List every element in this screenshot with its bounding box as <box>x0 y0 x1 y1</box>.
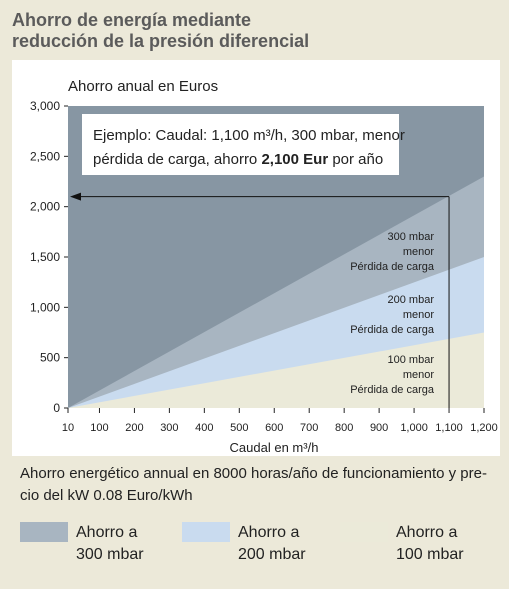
x-tick-label: 1,000 <box>400 422 428 434</box>
legend-label-100-mbar: Ahorro a 100 mbar <box>396 524 464 563</box>
guide-arrowhead <box>70 192 81 201</box>
legend-label-200-mbar: Ahorro a 200 mbar <box>238 524 306 563</box>
series-label-0-line-0: 300 mbar <box>388 231 435 243</box>
series-label-1-line-1: menor <box>403 309 435 321</box>
y-tick-label: 1,000 <box>30 300 60 314</box>
x-tick-label: 100 <box>90 422 108 434</box>
x-tick-label: 300 <box>160 422 178 434</box>
chart-title-line-1: Ahorro de energía mediante <box>12 10 252 30</box>
series-label-0-line-2: Pérdida de carga <box>350 261 435 273</box>
series-label-0-line-1: menor <box>403 246 435 258</box>
footnote: Ahorro energético annual en 8000 horas/a… <box>20 465 487 504</box>
x-tick-label: 600 <box>265 422 283 434</box>
series-label-2-line-0: 100 mbar <box>388 354 435 366</box>
y-tick-label: 0 <box>53 401 60 415</box>
y-tick-label: 2,000 <box>30 200 60 214</box>
annotation-line-2: pérdida de carga, ahorro 2,100 Eur por a… <box>93 151 383 168</box>
y-axis-label: Ahorro anual en Euros <box>68 78 218 95</box>
chart-svg: Ahorro anual en Euros 300 mbar menor Pérdi… <box>30 78 498 455</box>
x-tick-label: 400 <box>195 422 213 434</box>
y-tick-label: 3,000 <box>30 99 60 113</box>
area-100-mbar <box>68 332 484 408</box>
annotation-line-1: Ejemplo: Caudal: 1,100 m³/h, 300 mbar, m… <box>93 127 405 144</box>
x-tick-label: 1,100 <box>435 422 463 434</box>
x-axis-ticks: 10 100 200 300 400 500 600 700 800 900 1,000 1,100 1… <box>62 408 498 434</box>
chart-title-line-2: reducción de la presión diferencial <box>12 31 310 51</box>
x-tick-label: 700 <box>300 422 318 434</box>
example-guide <box>70 192 450 408</box>
x-axis-label: Caudal en m³/h <box>230 440 319 455</box>
legend-label-300-mbar: Ahorro a 300 mbar <box>76 524 144 563</box>
annotation-box <box>82 114 399 175</box>
chart-title: Ahorro de energía mediante reducción de … <box>12 10 309 52</box>
series-label-1-line-2: Pérdida de carga <box>350 324 435 336</box>
legend-swatch-100-mbar <box>340 522 388 542</box>
x-tick-label: 900 <box>370 422 388 434</box>
y-tick-label: 2,500 <box>30 149 60 163</box>
x-tick-label: 10 <box>62 422 74 434</box>
x-tick-label: 1,200 <box>470 422 498 434</box>
x-tick-label: 500 <box>230 422 248 434</box>
legend-swatch-300-mbar <box>20 522 68 542</box>
series-label-2-line-1: menor <box>403 369 435 381</box>
y-axis-ticks: 0 500 1,000 1,500 2,000 2,500 3,000 <box>30 99 68 415</box>
y-tick-label: 1,500 <box>30 250 60 264</box>
series-label-1-line-0: 200 mbar <box>388 294 435 306</box>
y-tick-label: 500 <box>40 351 60 365</box>
x-tick-label: 200 <box>125 422 143 434</box>
chart-panel: Ahorro anual en Euros 300 mbar menor Pérdi… <box>12 60 500 456</box>
x-tick-label: 800 <box>335 422 353 434</box>
legend-swatch-200-mbar <box>182 522 230 542</box>
series-labels: 300 mbar menor Pérdida de carga 200 mbar men… <box>350 231 435 396</box>
series-label-2-line-2: Pérdida de carga <box>350 384 435 396</box>
